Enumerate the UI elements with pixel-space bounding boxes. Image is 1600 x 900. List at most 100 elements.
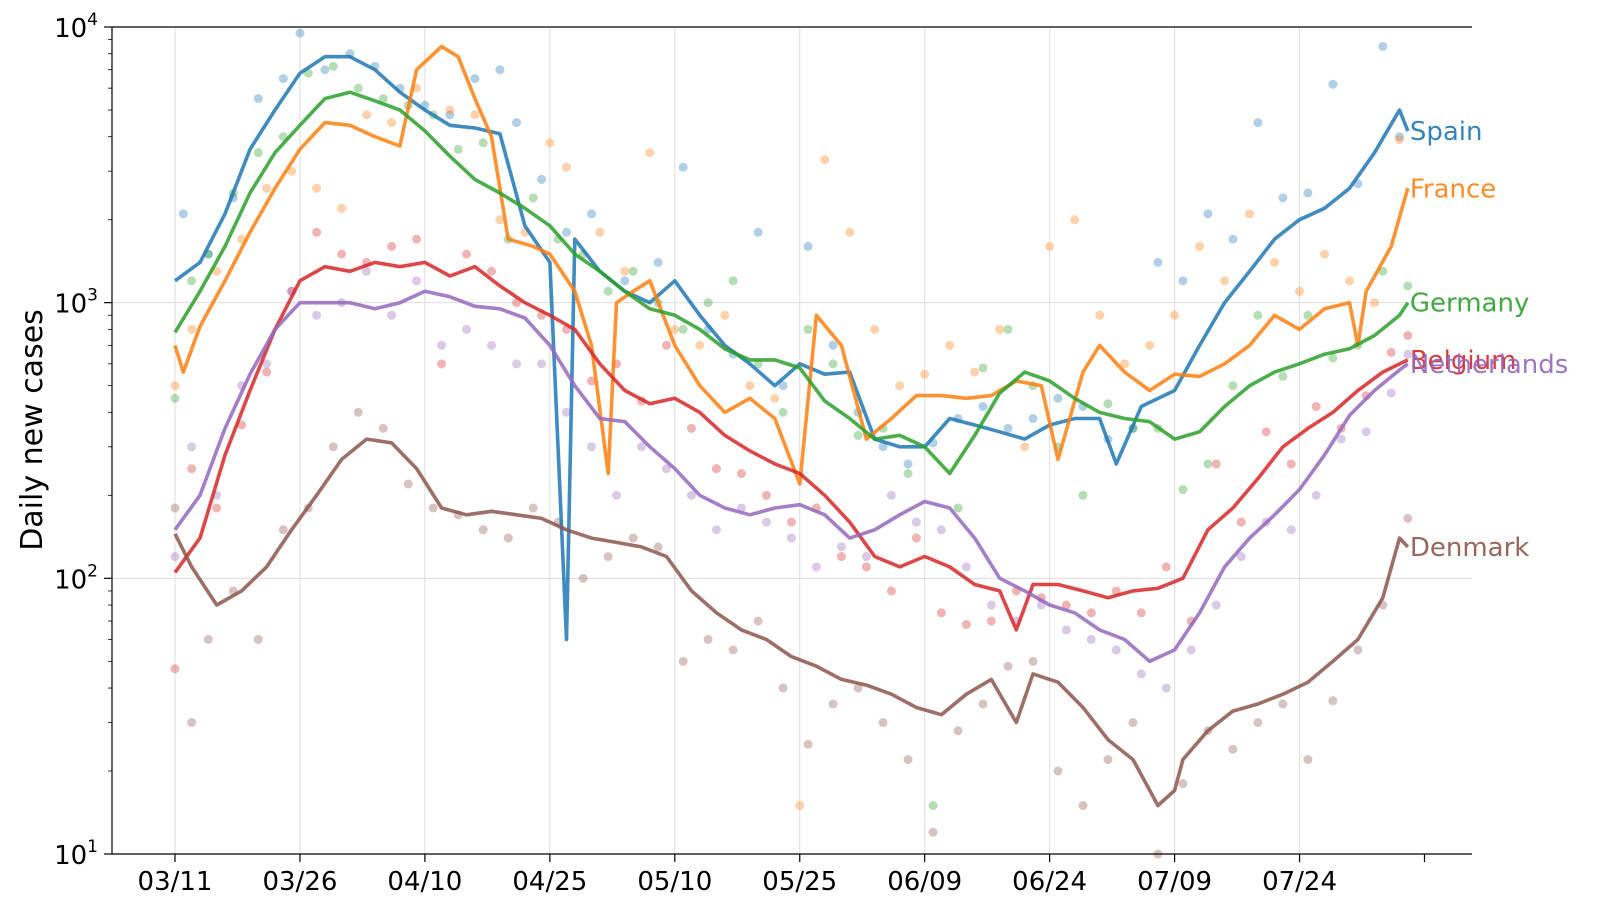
y-tick-label: 104 — [54, 10, 98, 44]
data-point — [828, 359, 838, 369]
data-point — [1253, 310, 1263, 320]
axes — [111, 26, 1472, 855]
data-point — [828, 340, 838, 350]
data-point — [753, 227, 763, 237]
data-point — [278, 74, 288, 84]
data-point — [187, 324, 197, 334]
data-point — [1211, 600, 1221, 610]
data-point — [611, 490, 621, 500]
data-point — [1153, 257, 1163, 267]
data-point — [378, 423, 388, 433]
data-point — [487, 266, 497, 276]
data-point — [1220, 276, 1230, 286]
data-point — [262, 367, 272, 377]
series-line — [173, 260, 1409, 632]
data-point — [761, 517, 771, 527]
data-point — [1403, 513, 1413, 523]
y-axis-title: Daily new cases — [15, 309, 50, 551]
data-point — [1095, 310, 1105, 320]
data-point — [1203, 459, 1213, 469]
data-point — [653, 257, 663, 267]
data-point — [1303, 188, 1313, 198]
data-point — [1270, 257, 1280, 267]
data-point — [1303, 310, 1313, 320]
data-point — [920, 369, 930, 379]
data-point — [1161, 683, 1171, 693]
data-point — [387, 310, 397, 320]
data-point — [786, 533, 796, 543]
data-point — [587, 442, 596, 452]
x-tick-label: 05/25 — [762, 867, 837, 897]
data-point — [1403, 331, 1413, 341]
data-point — [170, 552, 180, 562]
data-point — [1236, 552, 1246, 562]
data-point — [995, 324, 1005, 334]
data-point — [620, 266, 630, 276]
y-axis: 101 102 103 104 — [54, 10, 112, 871]
data-point — [986, 600, 996, 610]
data-point — [187, 276, 197, 286]
data-point — [1386, 347, 1396, 357]
data-point — [170, 393, 180, 403]
data-point — [312, 310, 322, 320]
data-point — [795, 800, 805, 810]
x-tick-label: 07/24 — [1262, 867, 1337, 897]
data-point — [978, 363, 988, 373]
series-line — [173, 54, 1410, 642]
data-point — [670, 324, 680, 334]
data-point — [470, 110, 480, 120]
data-point — [537, 359, 547, 369]
data-point — [253, 148, 263, 158]
data-point — [453, 144, 463, 154]
data-point — [886, 586, 896, 596]
data-point — [761, 490, 771, 500]
x-tick-label: 07/09 — [1137, 867, 1212, 897]
data-point — [911, 517, 921, 527]
data-point — [295, 28, 305, 38]
data-point — [1286, 459, 1296, 469]
data-point — [1370, 298, 1380, 308]
data-point — [861, 552, 871, 562]
data-point — [487, 340, 497, 350]
data-point — [1245, 209, 1255, 219]
data-point — [711, 464, 721, 474]
data-point — [362, 266, 372, 276]
data-point — [778, 683, 788, 693]
data-point — [936, 608, 946, 618]
data-point — [537, 174, 547, 184]
data-point — [961, 562, 971, 572]
data-point — [437, 359, 447, 369]
data-point — [387, 241, 397, 251]
data-point — [212, 503, 222, 513]
data-point — [661, 340, 671, 350]
data-point — [178, 209, 188, 219]
data-point — [545, 138, 555, 148]
data-point — [1261, 427, 1271, 437]
data-point — [1203, 209, 1213, 219]
data-point — [778, 381, 788, 391]
series-label: Denmark — [1410, 533, 1530, 563]
data-point — [703, 634, 713, 644]
data-point — [603, 286, 613, 296]
data-point — [337, 249, 347, 259]
data-point — [928, 800, 938, 810]
data-point — [803, 241, 813, 251]
series-line — [173, 289, 1409, 664]
raw-points — [170, 28, 1413, 859]
data-point — [1178, 779, 1188, 789]
data-point — [362, 110, 372, 120]
data-point — [1020, 442, 1030, 452]
data-point — [378, 94, 388, 104]
data-point — [253, 94, 263, 104]
data-point — [1228, 234, 1238, 244]
data-point — [1178, 485, 1188, 495]
data-point — [320, 65, 330, 75]
data-point — [470, 74, 480, 84]
data-point — [312, 227, 322, 237]
data-point — [953, 726, 963, 736]
data-point — [328, 442, 338, 452]
data-point — [1378, 41, 1388, 51]
data-point — [1403, 281, 1413, 291]
data-point — [936, 525, 946, 535]
data-point — [187, 464, 197, 474]
